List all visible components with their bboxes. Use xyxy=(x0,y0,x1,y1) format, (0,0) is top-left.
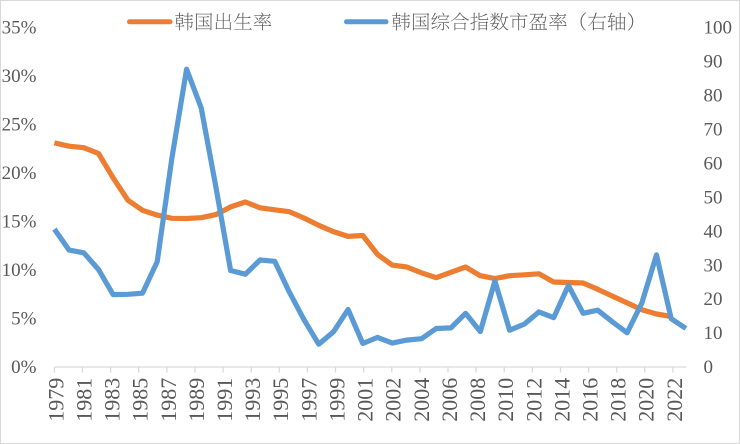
svg-text:0%: 0% xyxy=(11,357,37,378)
svg-text:40: 40 xyxy=(704,221,723,242)
svg-text:2006: 2006 xyxy=(437,378,462,422)
svg-text:1981: 1981 xyxy=(71,378,96,422)
svg-text:1991: 1991 xyxy=(212,378,237,422)
svg-text:20%: 20% xyxy=(2,163,37,184)
svg-text:90: 90 xyxy=(704,52,723,73)
svg-text:2008: 2008 xyxy=(465,378,490,422)
svg-text:60: 60 xyxy=(704,153,723,174)
svg-text:35%: 35% xyxy=(2,18,37,39)
svg-text:1995: 1995 xyxy=(268,378,293,422)
svg-text:2001: 2001 xyxy=(353,378,378,422)
svg-text:1979: 1979 xyxy=(43,378,68,422)
svg-text:1997: 1997 xyxy=(296,378,321,422)
svg-text:1985: 1985 xyxy=(128,378,153,422)
svg-text:30: 30 xyxy=(704,255,723,276)
svg-text:25%: 25% xyxy=(2,115,37,136)
svg-text:2014: 2014 xyxy=(549,378,574,422)
svg-text:10%: 10% xyxy=(2,260,37,281)
svg-text:1999: 1999 xyxy=(324,378,349,422)
svg-text:2004: 2004 xyxy=(409,378,434,422)
svg-text:1987: 1987 xyxy=(156,378,181,422)
svg-text:2010: 2010 xyxy=(493,378,518,422)
svg-text:1989: 1989 xyxy=(184,378,209,422)
svg-text:2020: 2020 xyxy=(634,378,659,422)
svg-text:2012: 2012 xyxy=(521,378,546,422)
svg-text:2002: 2002 xyxy=(381,378,406,422)
svg-text:1983: 1983 xyxy=(100,378,125,422)
svg-text:80: 80 xyxy=(704,86,723,107)
svg-text:10: 10 xyxy=(704,323,723,344)
svg-text:2022: 2022 xyxy=(662,378,687,422)
svg-text:1993: 1993 xyxy=(240,378,265,422)
svg-text:30%: 30% xyxy=(2,66,37,87)
svg-text:2016: 2016 xyxy=(578,378,603,422)
svg-text:50: 50 xyxy=(704,187,723,208)
svg-text:20: 20 xyxy=(704,289,723,310)
svg-text:100: 100 xyxy=(704,18,733,39)
svg-text:15%: 15% xyxy=(2,212,37,233)
svg-text:2018: 2018 xyxy=(606,378,631,422)
svg-text:5%: 5% xyxy=(11,309,37,330)
svg-text:0: 0 xyxy=(704,357,714,378)
svg-text:70: 70 xyxy=(704,120,723,141)
